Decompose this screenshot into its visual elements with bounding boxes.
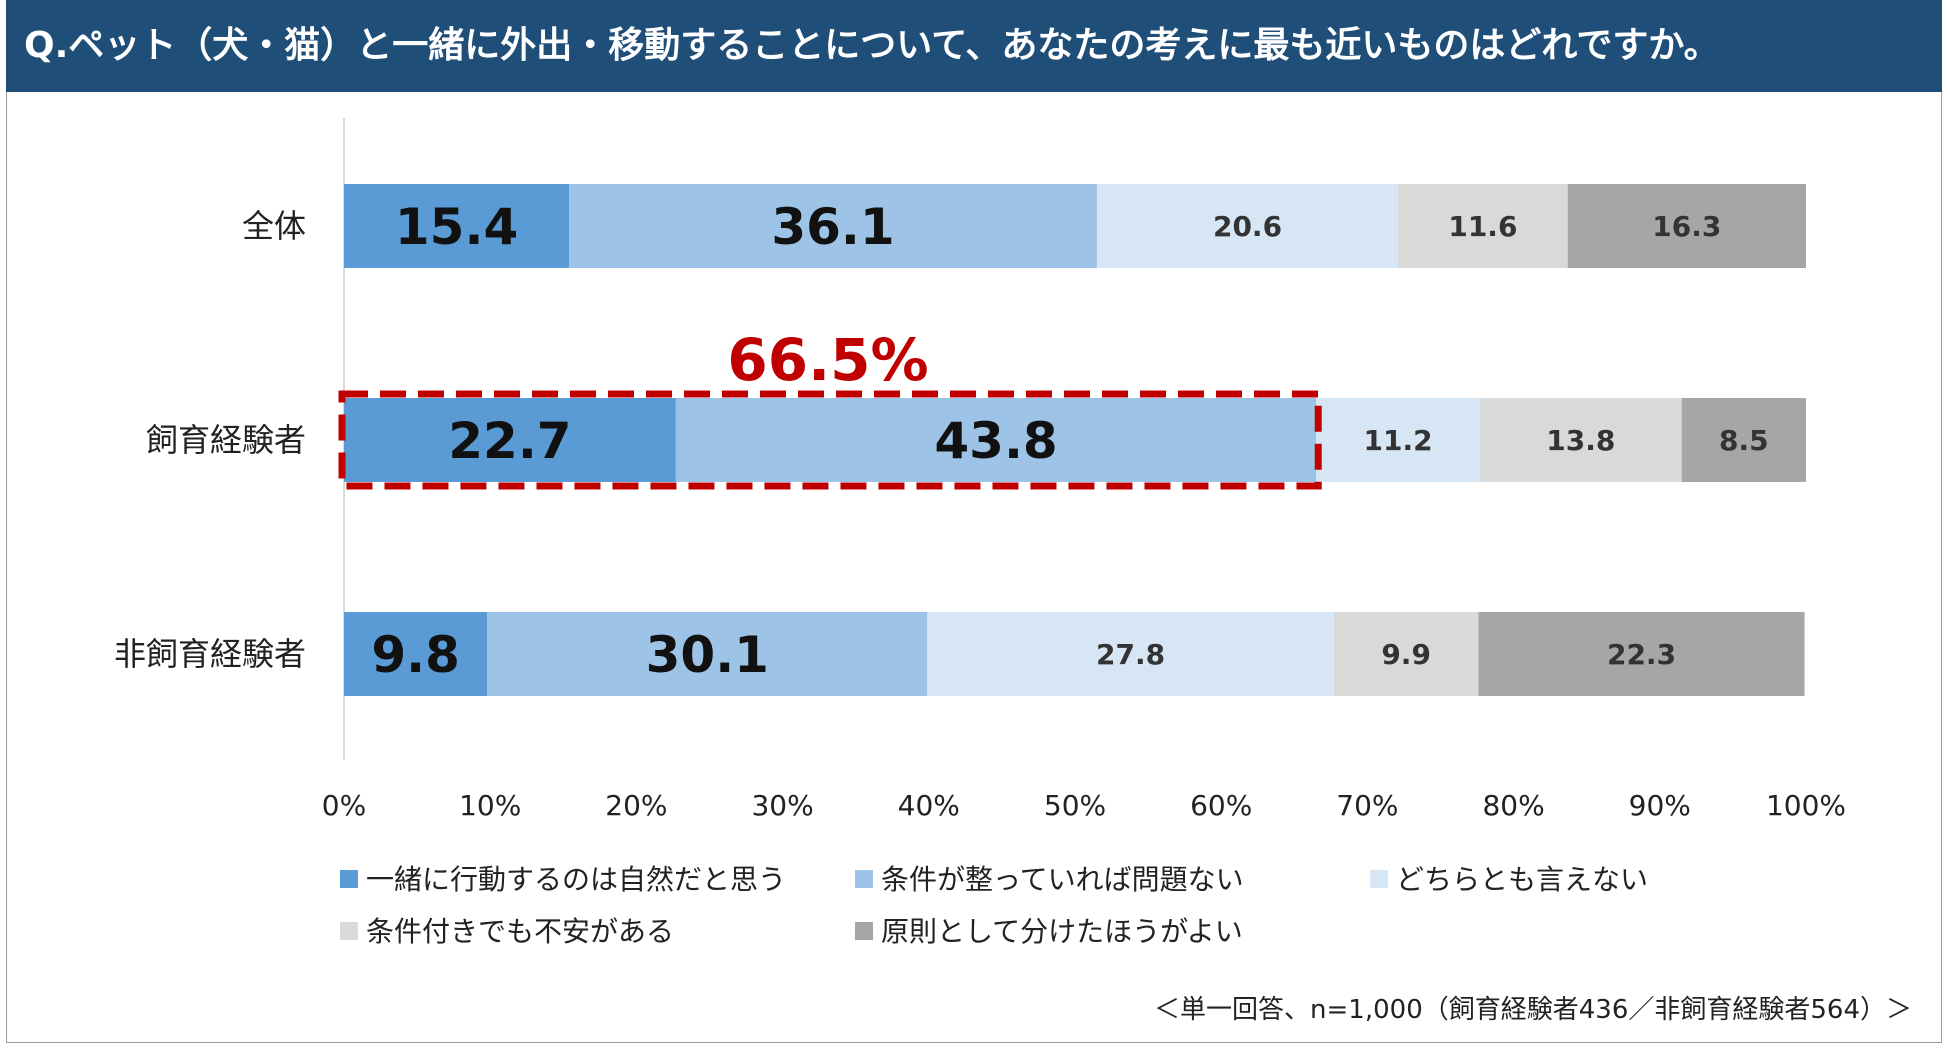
bar-segment (344, 398, 676, 482)
highlight-label: 66.5% (727, 326, 928, 394)
data-label: 22.7 (448, 412, 571, 470)
legend-label: どちらとも言えない (1396, 863, 1648, 896)
legend-label: 条件が整っていれば問題ない (881, 863, 1244, 896)
data-label: 8.5 (1719, 424, 1769, 457)
legend-label: 原則として分けたほうがよい (881, 915, 1243, 948)
x-tick-label: 70% (1336, 789, 1398, 822)
data-label: 27.8 (1096, 638, 1165, 671)
data-label: 11.6 (1448, 210, 1517, 243)
x-tick-label: 60% (1190, 789, 1252, 822)
x-tick-label: 90% (1629, 789, 1691, 822)
legend-swatch (340, 922, 358, 940)
row-label: 非飼育経験者 (114, 635, 306, 673)
bar-segment (344, 184, 570, 268)
bar-segment (569, 184, 1097, 268)
chart-frame (6, 0, 1942, 1043)
data-label: 9.9 (1381, 638, 1431, 671)
question-title: Q.ペット（犬・猫）と一緒に外出・移動することについて、あなたの考えに最も近いも… (6, 0, 1942, 92)
x-tick-label: 100% (1766, 789, 1846, 822)
x-tick-label: 50% (1044, 789, 1106, 822)
bar-segment (1398, 184, 1568, 268)
data-label: 9.8 (371, 626, 460, 684)
row-label: 全体 (242, 207, 306, 245)
legend-swatch (340, 870, 358, 888)
data-label: 20.6 (1213, 210, 1282, 243)
bar-segment (1567, 184, 1806, 268)
bar-segment (344, 612, 488, 696)
data-label: 36.1 (771, 198, 894, 256)
bar-segment (1333, 612, 1479, 696)
bar-segment (1316, 398, 1480, 482)
legend-swatch (1370, 870, 1388, 888)
bar-segment (1096, 184, 1399, 268)
bar-segment (675, 398, 1317, 482)
data-label: 16.3 (1652, 210, 1721, 243)
data-label: 43.8 (934, 412, 1057, 470)
data-label: 11.2 (1364, 424, 1433, 457)
row-label: 飼育経験者 (146, 421, 306, 459)
x-tick-label: 20% (605, 789, 667, 822)
legend-label: 一緒に行動するのは自然だと思う (366, 863, 786, 896)
x-tick-label: 80% (1482, 789, 1544, 822)
data-label: 30.1 (646, 626, 769, 684)
x-axis-ticks: 0% 10% 20% 30% 40% 50% 60% 70% 80% 90% 100% (322, 789, 1846, 822)
footnote: ＜単一回答、n=1,000（飼育経験者436／非飼育経験者564）＞ (1154, 995, 1912, 1025)
x-tick-label: 0% (322, 789, 366, 822)
x-tick-label: 40% (898, 789, 960, 822)
data-label: 15.4 (395, 198, 518, 256)
bars-group: 15.4 36.1 20.6 11.6 16.3 22.7 43.8 11.2 13.8 8.5 9… (344, 184, 1806, 696)
highlight-box (338, 390, 1322, 490)
bar-segment (1478, 612, 1805, 696)
x-tick-label: 30% (751, 789, 813, 822)
legend-label: 条件付きでも不安がある (366, 915, 674, 948)
legend-swatch (855, 870, 873, 888)
legend-swatch (855, 922, 873, 940)
data-label: 13.8 (1546, 424, 1615, 457)
bar-segment (927, 612, 1334, 696)
bar-segment (1479, 398, 1682, 482)
data-label: 22.3 (1607, 638, 1676, 671)
legend: 一緒に行動するのは自然だと思う 条件が整っていれば問題ない どちらとも言えない条件付… (340, 863, 1648, 948)
x-tick-label: 10% (459, 789, 521, 822)
bar-segment (1681, 398, 1806, 482)
highlight-annotation: 66.5% (338, 326, 1322, 490)
bar-segment (487, 612, 928, 696)
